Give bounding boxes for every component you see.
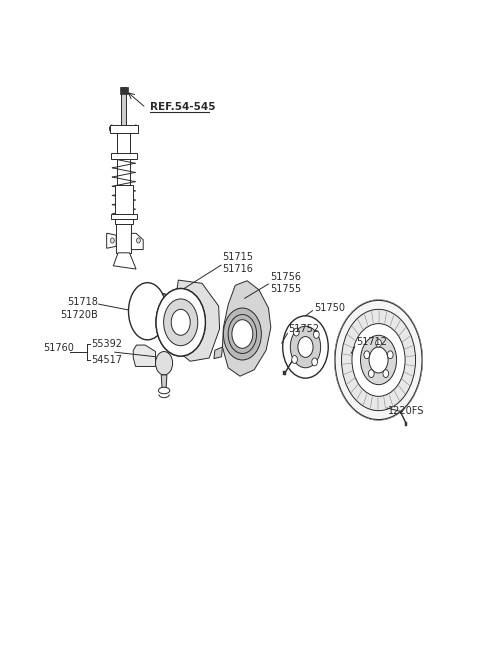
Polygon shape [120,87,128,94]
Circle shape [335,300,422,420]
Circle shape [342,309,416,411]
Circle shape [110,238,114,243]
Text: 51712: 51712 [356,337,387,347]
Text: 51720B: 51720B [60,310,97,320]
Polygon shape [161,375,167,390]
Polygon shape [113,253,136,269]
Ellipse shape [158,387,170,394]
Polygon shape [283,371,286,375]
Text: 51718: 51718 [67,297,97,307]
Polygon shape [109,125,138,133]
Text: 1220FS: 1220FS [388,405,424,416]
Polygon shape [222,281,271,376]
Polygon shape [111,214,137,219]
Circle shape [360,335,396,384]
Polygon shape [117,133,131,198]
Text: REF.54-545: REF.54-545 [150,102,216,112]
Text: 55392: 55392 [91,339,122,349]
Circle shape [364,351,370,359]
Circle shape [293,328,299,336]
Circle shape [137,238,140,243]
Circle shape [292,356,298,364]
Polygon shape [132,233,143,250]
Text: 54517: 54517 [91,355,122,365]
Text: 51716: 51716 [222,264,253,274]
Circle shape [383,369,389,377]
Polygon shape [107,233,116,248]
Text: 51756: 51756 [270,272,301,282]
Polygon shape [121,87,126,126]
Circle shape [156,289,205,356]
Circle shape [164,299,198,346]
Polygon shape [116,223,132,253]
Circle shape [232,320,253,348]
Circle shape [290,326,321,367]
Text: 51752: 51752 [288,324,320,335]
Polygon shape [115,185,133,223]
Text: 51715: 51715 [222,252,253,263]
Circle shape [164,299,198,346]
Circle shape [283,316,328,378]
Circle shape [387,351,393,359]
Polygon shape [133,345,156,366]
Text: 51755: 51755 [270,284,301,294]
Text: 51760: 51760 [43,343,74,353]
Circle shape [352,324,405,396]
Circle shape [171,309,190,335]
Circle shape [156,289,205,356]
Polygon shape [405,422,408,426]
Polygon shape [214,347,222,359]
Text: 51750: 51750 [314,303,345,313]
Circle shape [313,331,319,339]
Circle shape [312,358,317,365]
Circle shape [369,347,388,373]
Polygon shape [111,153,137,159]
Circle shape [156,352,173,375]
Circle shape [223,308,261,360]
Polygon shape [175,280,219,362]
Circle shape [376,339,382,347]
Circle shape [369,369,374,377]
Circle shape [171,309,190,335]
Circle shape [298,337,313,358]
